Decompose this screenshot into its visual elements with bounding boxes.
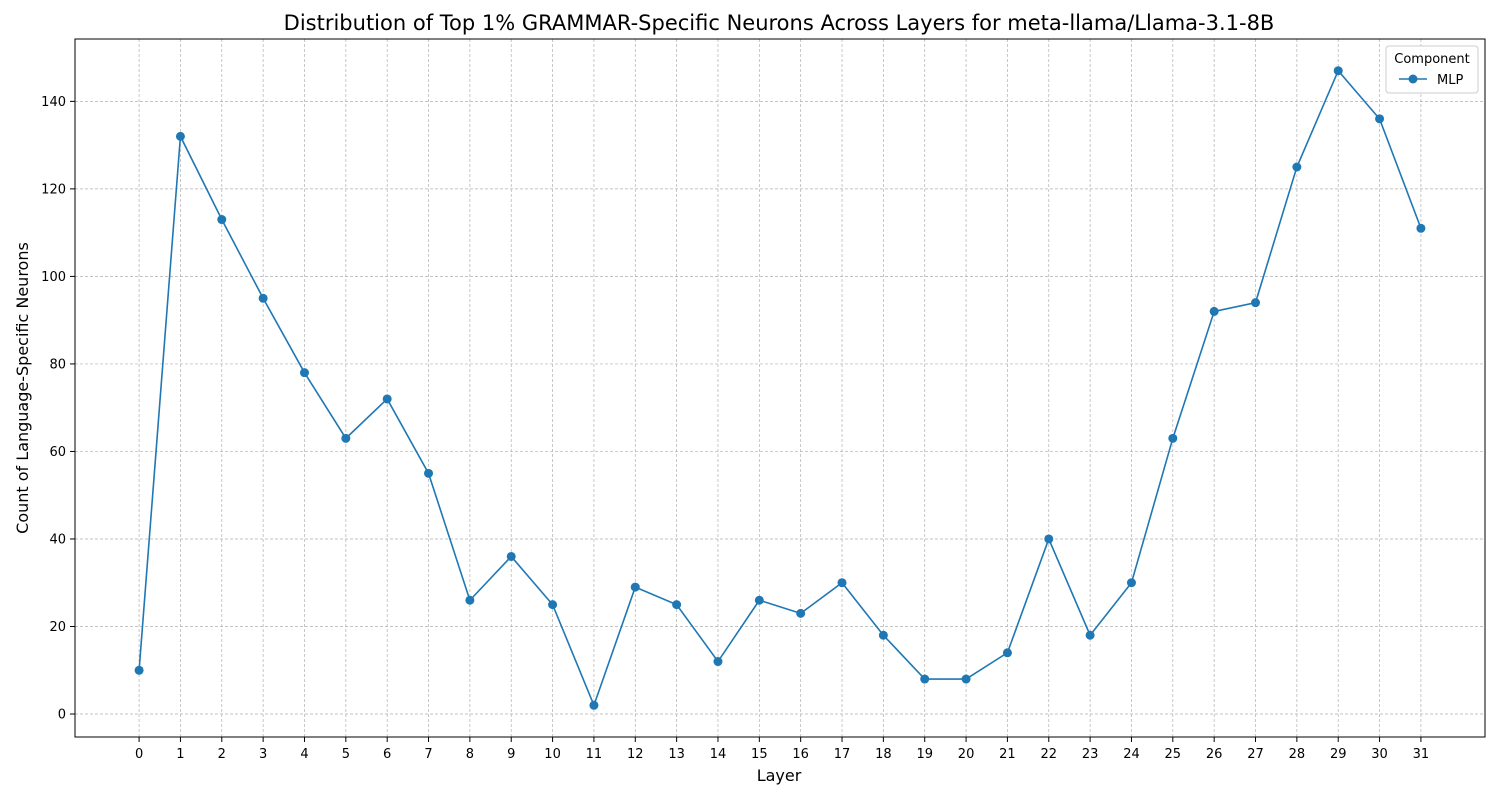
data-point	[754, 595, 764, 605]
data-point	[1002, 648, 1012, 658]
y-tick-label: 40	[49, 532, 66, 547]
x-tick-label: 19	[916, 747, 933, 762]
x-tick-label: 13	[668, 747, 685, 762]
data-point	[217, 215, 227, 225]
y-tick-label: 140	[41, 95, 66, 110]
x-tick-label: 5	[342, 747, 350, 762]
data-point	[961, 674, 971, 684]
x-tick-label: 28	[1289, 747, 1306, 762]
data-point	[465, 595, 475, 605]
x-axis: 0 1 2 3 4 5 6 7 8 9 10 11 12 13 14 15 16 17 18 19 20 21 22 23 24…	[135, 737, 1429, 762]
data-point	[175, 131, 185, 141]
x-tick-label: 25	[1165, 747, 1182, 762]
x-tick-label: 18	[875, 747, 892, 762]
x-tick-label: 3	[259, 747, 267, 762]
data-point	[1292, 162, 1302, 172]
y-tick-label: 80	[49, 357, 66, 372]
data-point	[1251, 298, 1261, 308]
data-point	[796, 608, 806, 618]
x-tick-label: 24	[1123, 747, 1140, 762]
x-tick-label: 8	[466, 747, 474, 762]
legend-box	[1385, 45, 1479, 94]
data-point	[920, 674, 930, 684]
x-tick-label: 17	[834, 747, 851, 762]
data-point	[630, 582, 640, 592]
x-tick-label: 10	[544, 747, 561, 762]
legend-label-mlp: MLP	[1437, 73, 1463, 88]
x-tick-label: 0	[135, 747, 143, 762]
y-tick-label: 0	[58, 708, 66, 723]
data-point	[258, 293, 268, 303]
data-point	[1416, 223, 1426, 233]
y-tick-label: 120	[41, 182, 66, 197]
x-tick-label: 29	[1330, 747, 1347, 762]
x-tick-label: 30	[1371, 747, 1388, 762]
x-tick-label: 31	[1413, 747, 1430, 762]
data-point	[424, 468, 434, 478]
x-tick-label: 7	[424, 747, 432, 762]
x-tick-label: 9	[507, 747, 515, 762]
y-tick-label: 20	[49, 620, 66, 635]
x-tick-label: 11	[586, 747, 603, 762]
x-tick-label: 2	[218, 747, 226, 762]
grid-lines	[75, 39, 1485, 737]
x-tick-label: 23	[1082, 747, 1099, 762]
x-tick-label: 22	[1040, 747, 1057, 762]
data-point	[548, 600, 558, 610]
x-tick-label: 14	[710, 747, 727, 762]
chart-title: Distribution of Top 1% GRAMMAR-Specific …	[284, 11, 1275, 35]
data-point	[713, 657, 723, 667]
x-tick-label: 6	[383, 747, 391, 762]
x-tick-label: 4	[300, 747, 308, 762]
x-tick-label: 12	[627, 747, 644, 762]
legend: Component MLP	[1385, 45, 1479, 94]
y-tick-label: 60	[49, 445, 66, 460]
x-tick-label: 16	[792, 747, 809, 762]
x-tick-label: 1	[176, 747, 184, 762]
x-tick-label: 21	[999, 747, 1016, 762]
series-group	[134, 66, 1426, 710]
x-tick-label: 15	[751, 747, 768, 762]
y-tick-label: 100	[41, 270, 66, 285]
data-point	[134, 665, 144, 675]
data-point	[341, 433, 351, 443]
x-tick-label: 26	[1206, 747, 1223, 762]
data-point	[1085, 630, 1095, 640]
x-axis-label: Layer	[757, 766, 802, 785]
legend-title: Component	[1394, 52, 1469, 67]
data-point	[1126, 578, 1136, 588]
data-point	[672, 600, 682, 610]
y-axis-label: Count of Language-Specific Neurons	[13, 242, 32, 534]
legend-point-marker	[1408, 74, 1418, 84]
data-point	[1333, 66, 1343, 76]
data-point	[1209, 306, 1219, 316]
data-point	[1375, 114, 1385, 124]
x-tick-label: 20	[958, 747, 975, 762]
data-point	[1044, 534, 1054, 544]
series-line-mlp	[138, 69, 1422, 708]
plot-frame	[74, 38, 1486, 738]
data-point	[589, 700, 599, 710]
y-axis: 0 20 40 60 80 100 120 140	[41, 95, 75, 723]
data-point	[506, 551, 516, 561]
data-point	[837, 578, 847, 588]
data-point	[299, 368, 309, 378]
data-point	[382, 394, 392, 404]
data-point	[1168, 433, 1178, 443]
x-tick-label: 27	[1247, 747, 1264, 762]
data-point	[878, 630, 888, 640]
